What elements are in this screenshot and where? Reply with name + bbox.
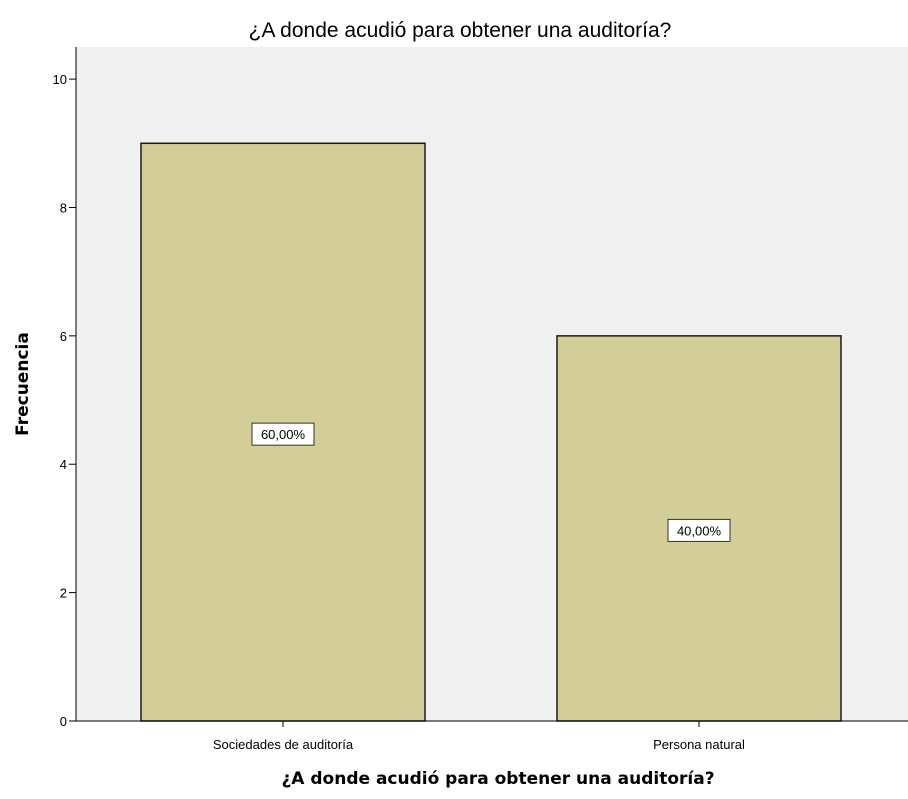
x-tick-label: Sociedades de auditoría bbox=[213, 737, 354, 752]
bar-data-label: 40,00% bbox=[677, 523, 722, 538]
chart-title: ¿A donde acudió para obtener una auditor… bbox=[249, 19, 672, 42]
y-tick-label: 2 bbox=[60, 586, 67, 601]
y-tick-label: 0 bbox=[60, 714, 67, 729]
y-axis-ticks: 0 2 4 6 8 10 bbox=[53, 72, 76, 729]
x-tick-label: Persona natural bbox=[653, 737, 745, 752]
y-tick-label: 10 bbox=[53, 72, 67, 87]
y-tick-label: 8 bbox=[60, 200, 67, 215]
data-label-box bbox=[667, 518, 731, 542]
y-tick-label: 4 bbox=[60, 457, 67, 472]
bar bbox=[140, 142, 426, 722]
x-axis-label: ¿A donde acudió para obtener una auditor… bbox=[281, 769, 714, 789]
data-labels: 60,00% 40,00% bbox=[251, 422, 731, 542]
y-axis-label: Frecuencia bbox=[13, 332, 33, 436]
y-tick-label: 6 bbox=[60, 329, 67, 344]
x-axis-ticks: Sociedades de auditoría Persona natural bbox=[213, 721, 745, 752]
data-label-box bbox=[251, 422, 315, 446]
bar-data-label: 60,00% bbox=[261, 427, 306, 442]
